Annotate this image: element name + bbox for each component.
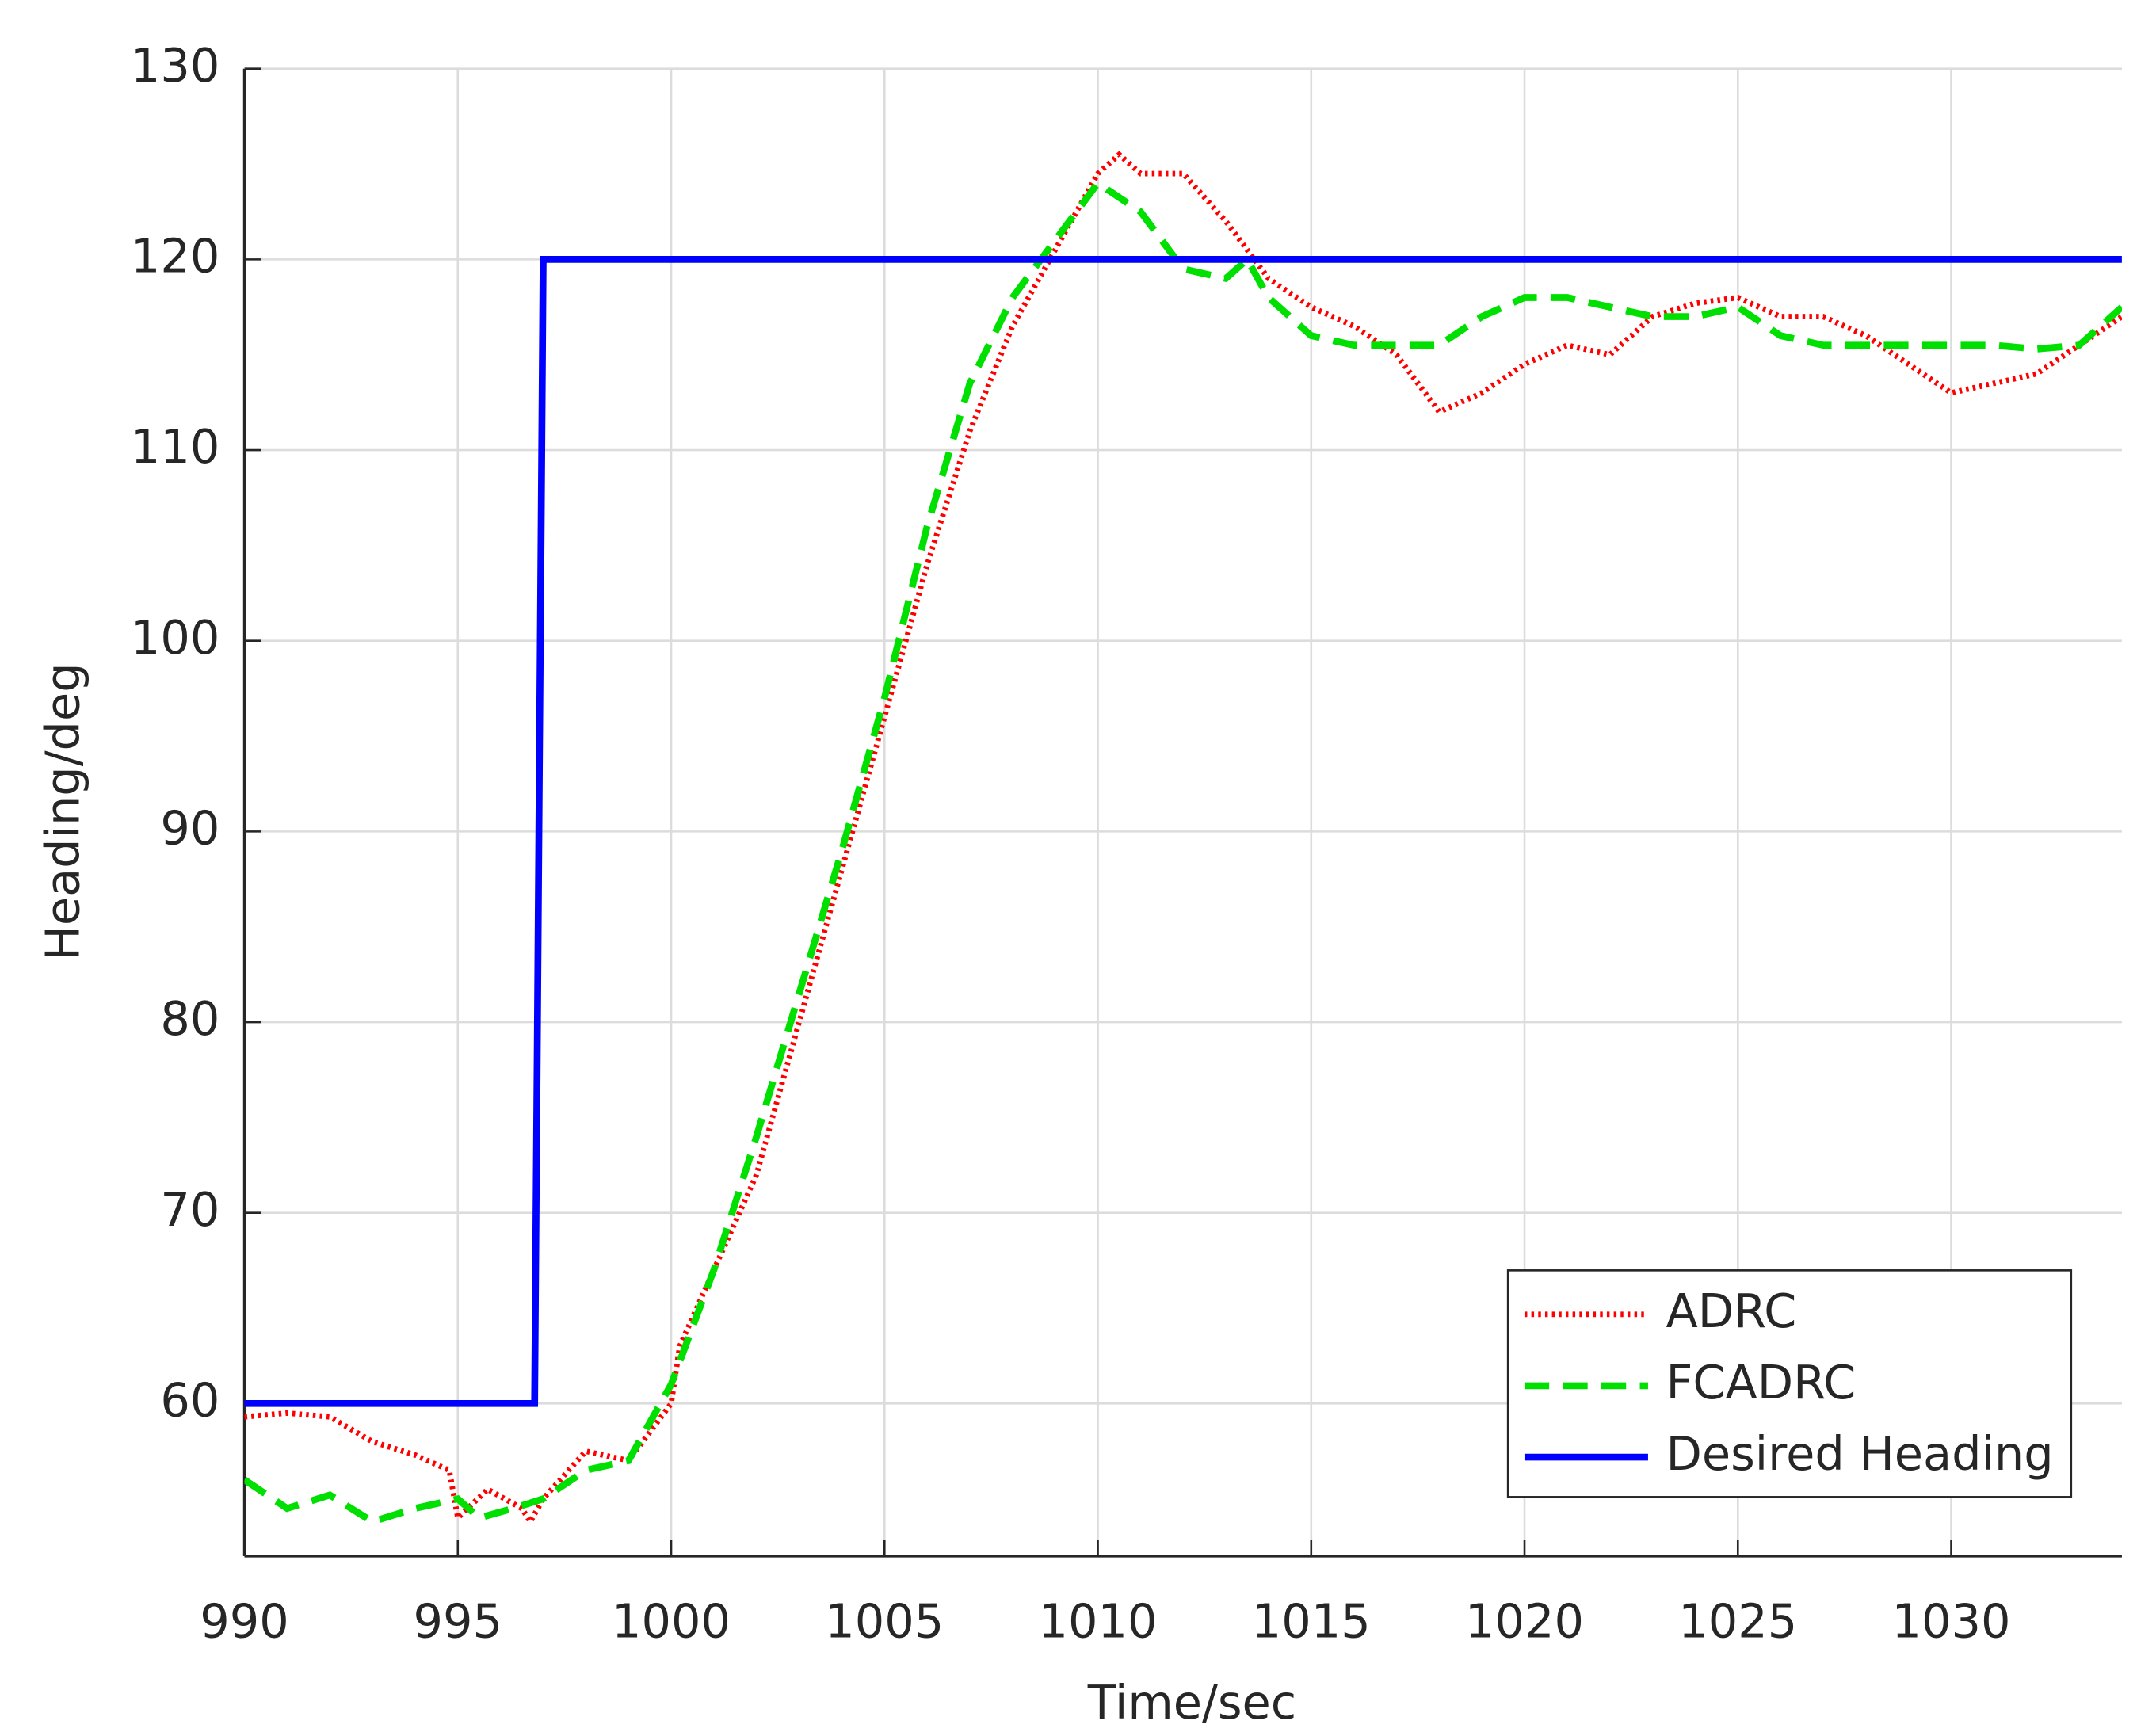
x-tick-label: 1000 xyxy=(612,1594,731,1649)
x-axis-label: Time/sec xyxy=(1087,1675,1296,1730)
x-tick-label: 1010 xyxy=(1039,1594,1158,1649)
series-line xyxy=(244,178,2122,1526)
series-line xyxy=(244,151,2122,1528)
x-tick-label: 1020 xyxy=(1465,1594,1584,1649)
legend-label: Desired Heading xyxy=(1666,1426,2053,1481)
y-tick-label: 130 xyxy=(131,38,219,93)
y-tick-label: 70 xyxy=(160,1182,219,1237)
series-line xyxy=(244,256,2122,1407)
y-tick-label: 100 xyxy=(131,610,219,665)
x-tick-label: 1030 xyxy=(1892,1594,2011,1649)
legend-label: FCADRC xyxy=(1666,1355,1856,1410)
y-tick-label: 90 xyxy=(160,800,219,855)
x-tick-label: 990 xyxy=(200,1594,288,1649)
y-tick-label: 120 xyxy=(131,228,219,283)
y-tick-label: 60 xyxy=(160,1372,219,1427)
y-tick-label: 110 xyxy=(131,419,219,474)
x-tick-label: 1025 xyxy=(1678,1594,1797,1649)
y-tick-label: 80 xyxy=(160,991,219,1046)
legend-label: ADRC xyxy=(1666,1284,1796,1338)
x-tick-label: 1005 xyxy=(825,1594,944,1649)
x-tick-label: 995 xyxy=(414,1594,502,1649)
x-tick-label: 1015 xyxy=(1252,1594,1371,1649)
y-axis-label: Heading/deg xyxy=(35,662,90,960)
